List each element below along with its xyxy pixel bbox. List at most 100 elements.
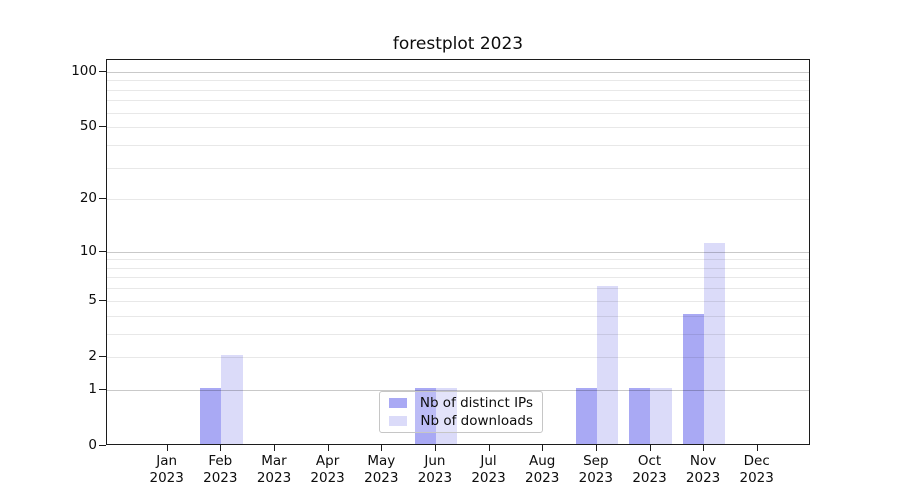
- minor-gridline-50: [107, 127, 809, 129]
- major-gridline-1: [107, 389, 809, 391]
- x-tick-year: 2023: [149, 470, 184, 486]
- y-tick-mark-5: [99, 299, 106, 301]
- x-tick-label-apr: Apr 2023: [296, 453, 360, 487]
- x-tick-month: May: [367, 453, 396, 469]
- y-tick-mark-10: [99, 250, 106, 252]
- x-tick-month: Apr: [315, 453, 340, 469]
- y-tick-mark-1: [99, 388, 106, 390]
- y-tick-label-5: 5: [88, 291, 97, 308]
- x-tick-year: 2023: [685, 470, 721, 486]
- minor-gridline-4: [107, 315, 809, 317]
- x-tick-mark-sep: [595, 445, 597, 451]
- minor-gridline-70: [107, 100, 809, 102]
- x-tick-month: Sep: [583, 453, 609, 469]
- minor-gridline-8: [107, 267, 809, 269]
- x-tick-mark-mar: [274, 445, 275, 451]
- x-tick-label-jun: Jun 2023: [403, 453, 467, 487]
- x-tick-label-jan: Jan 2023: [135, 453, 199, 487]
- x-tick-label-aug: Aug 2023: [510, 453, 574, 487]
- bar-ips-jun: [414, 387, 436, 444]
- x-tick-label-nov: Nov 2023: [671, 453, 735, 487]
- legend-label-distinct-ips: Nb of distinct IPs: [419, 395, 533, 411]
- minor-gridline-5: [107, 300, 809, 302]
- bar-ips-feb: [200, 387, 222, 444]
- x-tick-month: Aug: [529, 453, 556, 469]
- x-tick-month: Jan: [156, 453, 178, 469]
- y-tick-mark-20: [99, 198, 106, 200]
- x-tick-mark-jun: [434, 445, 436, 451]
- y-tick-mark-50: [99, 126, 106, 128]
- x-tick-mark-aug: [542, 445, 544, 451]
- x-tick-label-sep: Sep 2023: [564, 453, 628, 487]
- x-tick-label-feb: Feb 2023: [188, 453, 252, 487]
- bar-downloads-sep: [596, 286, 619, 444]
- minor-gridline-60: [107, 112, 809, 114]
- x-tick-month: Dec: [743, 453, 770, 469]
- y-tick-label-20: 20: [79, 190, 97, 207]
- minor-gridline-7: [107, 277, 809, 279]
- y-tick-label-50: 50: [79, 118, 97, 135]
- legend-item-distinct-ips: Nb of distinct IPs: [389, 395, 533, 411]
- x-tick-year: 2023: [578, 470, 613, 486]
- x-tick-month: Jul: [480, 453, 497, 469]
- bar-downloads-jun: [435, 387, 458, 444]
- major-gridline-10: [107, 251, 809, 253]
- bar-ips-sep: [575, 387, 597, 444]
- x-tick-year: 2023: [632, 470, 667, 486]
- y-tick-label-100: 100: [71, 62, 97, 79]
- x-tick-year: 2023: [471, 470, 506, 486]
- minor-gridline-80: [107, 89, 809, 91]
- minor-gridline-2: [107, 356, 809, 358]
- y-tick-mark-0: [99, 445, 106, 446]
- minor-gridline-9: [107, 259, 809, 261]
- plot-area: [106, 59, 810, 445]
- bar-downloads-oct: [650, 387, 672, 444]
- minor-gridline-40: [107, 144, 809, 146]
- bar-ips-nov: [682, 313, 705, 444]
- x-tick-label-jul: Jul 2023: [457, 453, 521, 487]
- x-tick-mark-nov: [703, 445, 705, 451]
- x-tick-year: 2023: [739, 470, 774, 486]
- x-tick-month: Feb: [208, 453, 233, 469]
- bar-ips-oct: [629, 387, 651, 444]
- legend-swatch-downloads: [389, 416, 408, 426]
- x-tick-month: Jun: [424, 453, 446, 469]
- x-tick-month: Oct: [637, 453, 662, 469]
- legend-swatch-distinct-ips: [389, 398, 407, 408]
- x-tick-mark-dec: [756, 445, 758, 451]
- x-tick-mark-may: [381, 445, 383, 451]
- bar-downloads-feb: [221, 354, 243, 444]
- y-tick-mark-100: [99, 70, 106, 72]
- x-tick-mark-oct: [649, 445, 651, 451]
- x-tick-mark-jul: [488, 445, 490, 451]
- x-tick-label-dec: Dec 2023: [725, 453, 789, 487]
- x-tick-label-mar: Mar 2023: [242, 453, 306, 487]
- y-tick-label-0: 0: [88, 437, 97, 453]
- bar-downloads-nov: [704, 242, 726, 444]
- x-tick-month: Nov: [689, 453, 717, 469]
- x-tick-label-may: May 2023: [349, 453, 413, 487]
- legend-label-downloads: Nb of downloads: [420, 413, 533, 429]
- x-tick-year: 2023: [525, 470, 560, 486]
- y-tick-label-1: 1: [88, 380, 97, 397]
- y-tick-label-10: 10: [79, 242, 97, 259]
- y-tick-mark-2: [99, 355, 106, 357]
- x-tick-year: 2023: [310, 470, 345, 486]
- x-tick-month: Mar: [261, 453, 287, 469]
- x-tick-mark-apr: [327, 445, 329, 451]
- minor-gridline-20: [107, 199, 809, 201]
- x-tick-mark-feb: [220, 445, 222, 451]
- x-tick-year: 2023: [364, 470, 399, 486]
- minor-gridline-90: [107, 80, 809, 82]
- x-tick-mark-jan: [166, 445, 168, 451]
- x-tick-year: 2023: [417, 470, 453, 486]
- y-tick-label-2: 2: [88, 347, 97, 364]
- x-tick-year: 2023: [256, 470, 292, 486]
- minor-gridline-30: [107, 167, 809, 169]
- minor-gridline-3: [107, 333, 809, 335]
- chart-title: forestplot 2023: [392, 34, 524, 54]
- legend: Nb of distinct IPs Nb of downloads: [379, 391, 543, 433]
- x-tick-year: 2023: [203, 470, 238, 486]
- major-gridline-100: [107, 71, 809, 73]
